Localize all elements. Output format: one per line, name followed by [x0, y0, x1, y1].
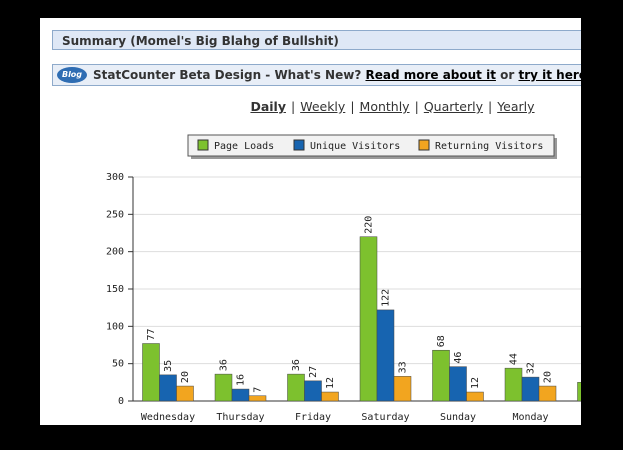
bar	[159, 374, 177, 402]
legend-swatch	[197, 139, 209, 151]
bar	[142, 343, 160, 402]
news-text: StatCounter Beta Design - What's New?	[93, 68, 362, 82]
bar	[432, 349, 450, 402]
value-label: 20	[180, 371, 191, 383]
y-tick-label: 100	[106, 321, 124, 332]
bar	[214, 373, 233, 402]
summary-bar: Summary (Momel's Big Blahg of Bullshit)	[52, 30, 581, 50]
value-label: 36	[291, 359, 302, 371]
try-it-link[interactable]: try it here.	[518, 68, 581, 82]
or-text: or	[500, 68, 515, 82]
value-label: 77	[146, 328, 157, 340]
value-label: 27	[308, 366, 319, 378]
value-label: 35	[163, 360, 174, 372]
value-label: 46	[453, 352, 464, 364]
y-tick-label: 300	[106, 172, 124, 183]
summary-title: Summary (Momel's Big Blahg of Bullshit)	[62, 34, 339, 48]
bar	[521, 376, 540, 402]
bar	[577, 382, 581, 402]
bar	[449, 366, 467, 402]
legend-label: Page Loads	[214, 141, 274, 152]
value-label: 16	[236, 374, 247, 386]
x-tick-label: Thursday	[216, 412, 264, 423]
separator: |	[487, 99, 493, 114]
value-label: 68	[436, 335, 447, 347]
bar	[304, 380, 322, 402]
y-tick-label: 150	[106, 284, 124, 295]
period-link[interactable]: Daily	[250, 99, 286, 114]
value-label: 12	[325, 377, 336, 389]
legend-label: Returning Visitors	[435, 141, 543, 152]
period-links: Daily | Weekly | Monthly | Quarterly | Yearly	[40, 99, 581, 114]
news-bar: Blog StatCounter Beta Design - What's Ne…	[52, 64, 581, 86]
value-label: 12	[470, 377, 481, 389]
value-label: 122	[381, 289, 392, 307]
page: Summary (Momel's Big Blahg of Bullshit) …	[40, 18, 581, 425]
value-label: 44	[509, 353, 520, 365]
chart: Page Loads Unique Visitors Returning Visit…	[106, 134, 581, 423]
x-tick-label: Monday	[512, 412, 548, 423]
bar	[466, 391, 484, 402]
period-link[interactable]: Weekly	[300, 99, 346, 114]
y-tick-label: 250	[106, 209, 124, 220]
blog-badge[interactable]: Blog	[57, 67, 87, 83]
bar	[376, 309, 395, 402]
bar	[248, 395, 267, 402]
x-tick-label: Saturday	[361, 412, 409, 423]
value-label: 33	[398, 361, 409, 373]
x-tick-label: Friday	[295, 412, 331, 423]
value-label: 32	[526, 362, 537, 374]
y-tick-label: 0	[118, 396, 124, 407]
period-link[interactable]: Yearly	[497, 99, 535, 114]
bar	[176, 385, 194, 402]
bar	[359, 236, 378, 402]
period-link[interactable]: Quarterly	[423, 99, 483, 114]
bar	[231, 388, 250, 402]
legend-box	[187, 134, 555, 157]
bar	[393, 376, 412, 402]
value-label: 20	[543, 371, 554, 383]
x-tick-label: Sunday	[440, 412, 476, 423]
separator: |	[414, 99, 419, 114]
legend-swatch	[418, 139, 430, 151]
separator: |	[290, 99, 296, 114]
separator: |	[350, 99, 355, 114]
y-tick-label: 50	[112, 359, 124, 370]
value-label: 7	[253, 387, 264, 393]
value-label: 36	[219, 359, 230, 371]
y-tick-label: 200	[106, 247, 124, 258]
x-tick-label: Wednesday	[141, 412, 195, 423]
bar	[321, 391, 339, 402]
legend-swatch	[293, 139, 305, 151]
bar	[538, 385, 557, 402]
value-label: 220	[364, 216, 375, 234]
bar	[287, 373, 305, 402]
bar	[504, 367, 523, 402]
legend-label: Unique Visitors	[310, 141, 400, 152]
read-more-link[interactable]: Read more about it	[365, 68, 496, 82]
period-link[interactable]: Monthly	[359, 99, 410, 114]
